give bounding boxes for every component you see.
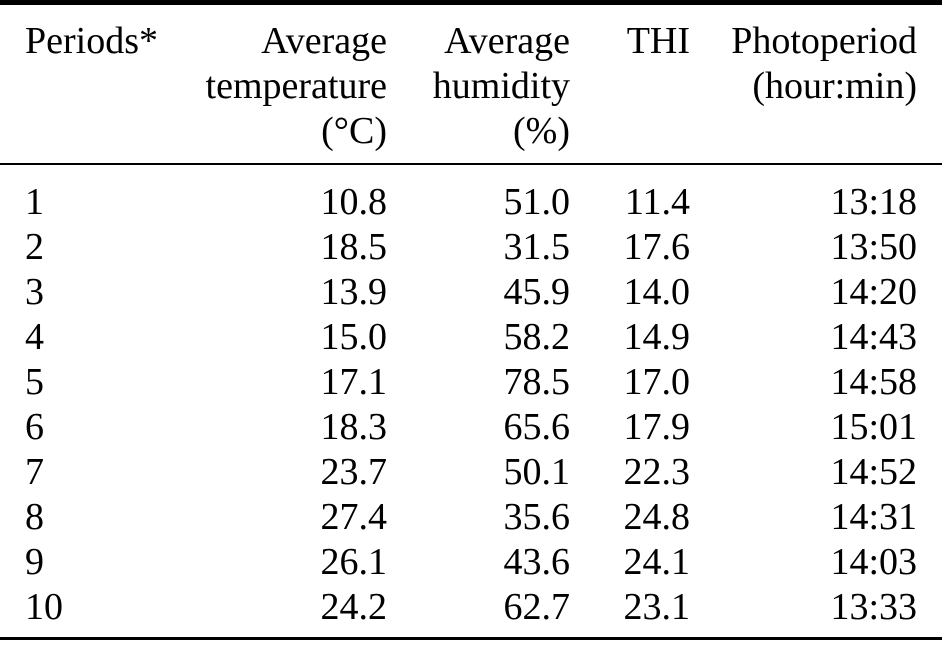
- cell-thi: 14.0: [623, 271, 691, 313]
- table-row: 6 18.3 65.6 17.9 15:01: [0, 405, 942, 450]
- cell-photoperiod: 14:52: [830, 451, 917, 493]
- cell-thi: 24.1: [623, 541, 691, 583]
- cell-thi: 23.1: [623, 586, 691, 628]
- table-row: 3 13.9 45.9 14.0 14:20: [0, 270, 942, 315]
- header-line: THI: [626, 20, 690, 62]
- cell-photoperiod: 13:50: [830, 226, 917, 268]
- table-row: 9 26.1 43.6 24.1 14:03: [0, 540, 942, 585]
- table-row: 7 23.7 50.1 22.3 14:52: [0, 450, 942, 495]
- cell-thi: 17.6: [623, 226, 691, 268]
- cell-photoperiod: 14:58: [830, 361, 917, 403]
- col-header-photoperiod: Photoperiod (hour:min): [690, 3, 942, 165]
- cell-period: 5: [25, 361, 44, 403]
- cell-avg-humidity: 58.2: [503, 316, 571, 358]
- cell-photoperiod: 14:03: [830, 541, 917, 583]
- cell-photoperiod: 14:20: [830, 271, 917, 313]
- cell-avg-temperature: 10.8: [320, 181, 388, 223]
- cell-photoperiod: 15:01: [830, 406, 917, 448]
- table-row: 8 27.4 35.6 24.8 14:31: [0, 495, 942, 540]
- cell-avg-temperature: 18.5: [320, 226, 388, 268]
- table-row: 2 18.5 31.5 17.6 13:50: [0, 225, 942, 270]
- cell-avg-humidity: 62.7: [503, 586, 571, 628]
- header-line: Average: [444, 20, 570, 62]
- cell-avg-temperature: 27.4: [320, 496, 388, 538]
- cell-period: 8: [25, 496, 44, 538]
- col-header-avg-temperature: Average temperature (°C): [205, 3, 387, 165]
- cell-photoperiod: 14:31: [830, 496, 917, 538]
- cell-thi: 14.9: [623, 316, 691, 358]
- cell-period: 4: [25, 316, 44, 358]
- header-line: Photoperiod: [731, 20, 917, 62]
- cell-thi: 22.3: [623, 451, 691, 493]
- cell-avg-temperature: 23.7: [320, 451, 388, 493]
- cell-avg-humidity: 45.9: [503, 271, 571, 313]
- table-row: 4 15.0 58.2 14.9 14:43: [0, 315, 942, 360]
- header-line: Average: [261, 20, 387, 62]
- cell-thi: 11.4: [624, 181, 690, 223]
- cell-thi: 17.9: [623, 406, 691, 448]
- cell-avg-humidity: 51.0: [503, 181, 571, 223]
- header-line: humidity: [432, 65, 570, 107]
- header-line: temperature: [205, 65, 387, 107]
- cell-avg-humidity: 65.6: [503, 406, 571, 448]
- header-line: (%): [513, 110, 570, 152]
- cell-avg-temperature: 18.3: [320, 406, 388, 448]
- cell-period: 10: [25, 586, 63, 628]
- cell-thi: 17.0: [623, 361, 691, 403]
- cell-period: 1: [25, 181, 44, 223]
- cell-avg-temperature: 24.2: [320, 586, 388, 628]
- cell-avg-temperature: 15.0: [320, 316, 388, 358]
- cell-period: 7: [25, 451, 44, 493]
- cell-period: 3: [25, 271, 44, 313]
- cell-avg-humidity: 31.5: [503, 226, 571, 268]
- cell-thi: 24.8: [623, 496, 691, 538]
- col-header-thi: THI: [570, 3, 690, 165]
- cell-avg-humidity: 43.6: [503, 541, 571, 583]
- cell-avg-temperature: 26.1: [320, 541, 388, 583]
- table-row: 10 24.2 62.7 23.1 13:33: [0, 585, 942, 639]
- cell-avg-humidity: 50.1: [503, 451, 571, 493]
- table-row: 5 17.1 78.5 17.0 14:58: [0, 360, 942, 405]
- cell-photoperiod: 14:43: [830, 316, 917, 358]
- header-line: (hour:min): [752, 65, 917, 107]
- cell-photoperiod: 13:18: [830, 181, 917, 223]
- cell-avg-temperature: 13.9: [320, 271, 388, 313]
- cell-period: 6: [25, 406, 44, 448]
- cell-period: 9: [25, 541, 44, 583]
- header-row: Periods* Average temperature (°C) Averag…: [0, 3, 942, 165]
- cell-avg-temperature: 17.1: [320, 361, 388, 403]
- cell-avg-humidity: 78.5: [503, 361, 571, 403]
- header-line: Periods*: [25, 20, 158, 62]
- cell-period: 2: [25, 226, 44, 268]
- col-header-avg-humidity: Average humidity (%): [387, 3, 570, 165]
- cell-photoperiod: 13:33: [830, 586, 917, 628]
- table-row: 1 10.8 51.0 11.4 13:18: [0, 164, 942, 225]
- col-header-periods: Periods*: [0, 3, 205, 165]
- header-line: (°C): [321, 110, 387, 152]
- cell-avg-humidity: 35.6: [503, 496, 571, 538]
